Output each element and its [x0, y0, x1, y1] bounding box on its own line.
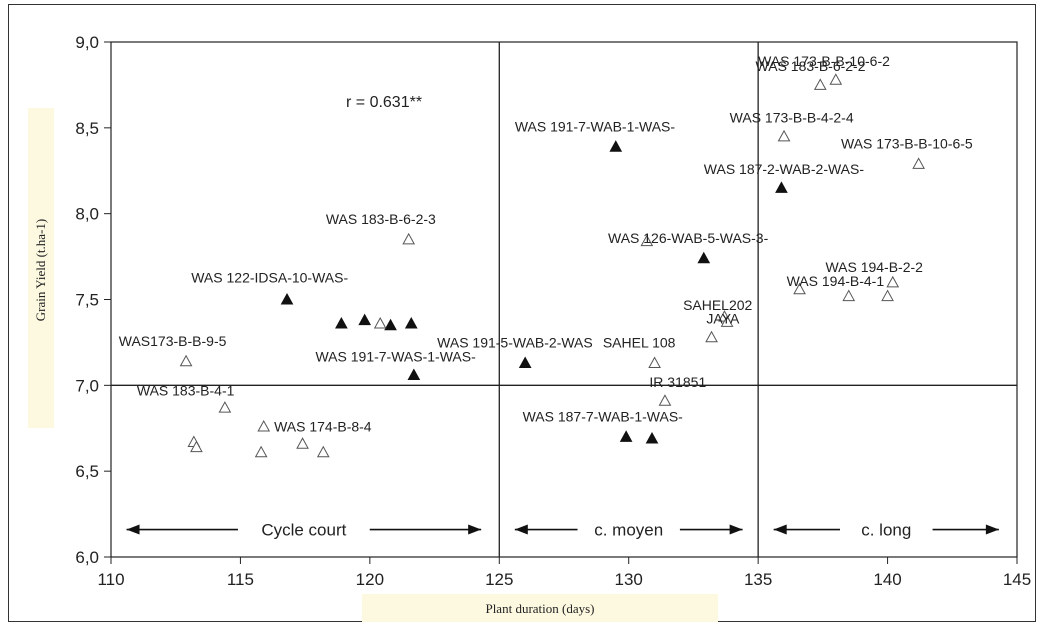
x-tick-label: 135	[744, 570, 772, 589]
period-label: Cycle court	[261, 521, 346, 540]
period-arrow-head-left	[773, 524, 787, 535]
point-label: WAS 173-B-B-4-2-4	[730, 110, 854, 126]
y-tick-label: 6,0	[75, 548, 99, 567]
open-triangle-point	[373, 316, 387, 329]
filled-triangle-point	[619, 430, 633, 442]
point-label: IR 31851	[649, 374, 706, 390]
plot-area	[110, 41, 1018, 558]
open-triangle-point	[829, 73, 843, 85]
open-triangle-point	[254, 445, 268, 458]
open-triangle-point	[316, 445, 330, 458]
period-label: c. moyen	[594, 521, 663, 540]
y-tick-label: 6,5	[75, 462, 99, 481]
period-arrow-head-left	[514, 524, 528, 535]
open-triangle-point	[793, 282, 806, 295]
point-label: WAS 183-B-4-1	[137, 383, 235, 399]
reference-lines	[111, 42, 1017, 557]
point-label: WAS173-B-B-9-5	[119, 333, 227, 349]
period-annotations: Cycle court c. moyen c. long	[126, 521, 999, 540]
y-tick-label: 9,0	[75, 33, 99, 52]
open-triangle-point	[881, 289, 894, 302]
point-label: WAS 187-7-WAB-1-WAS-	[523, 408, 684, 424]
open-triangle-point	[179, 354, 193, 367]
point-label: WAS 191-7-WAB-1-WAS-	[515, 118, 676, 134]
correlation-label: r = 0.631**	[346, 94, 422, 111]
y-axis-ticks: 6,0 6,5 7,0 7,5 8,0 8,5 9,0	[75, 33, 111, 567]
x-axis-label-background	[362, 594, 718, 622]
period-label: c. long	[861, 521, 911, 540]
open-triangle-point	[402, 232, 416, 245]
open-triangle-point	[886, 275, 900, 288]
x-tick-label: 130	[615, 570, 643, 589]
open-triangle-point	[296, 437, 309, 449]
open-triangle-point	[912, 157, 925, 169]
open-triangle-point	[842, 289, 856, 302]
point-label: WAS 194-B-2-2	[825, 259, 923, 275]
filled-triangle-point	[407, 368, 421, 381]
filled-triangle-point	[384, 318, 397, 331]
x-tick-label: 120	[356, 570, 384, 589]
open-triangle-point	[257, 419, 271, 432]
open-triangle-point	[190, 440, 203, 453]
x-tick-label: 140	[873, 570, 901, 589]
y-tick-label: 8,0	[75, 205, 99, 224]
open-triangle-point	[648, 356, 661, 369]
filled-triangle-point	[775, 181, 788, 193]
point-label: WAS 183-B-6-2-3	[326, 211, 436, 227]
period-arrow-head-right	[985, 524, 999, 535]
open-triangle-point	[705, 330, 718, 343]
filled-triangle-point	[280, 292, 294, 305]
x-tick-label: 125	[485, 570, 513, 589]
point-label: WAS 194-B-4-1	[787, 273, 885, 289]
x-axis-label: Plant duration (days)	[485, 601, 594, 616]
point-label: SAHEL 108	[603, 335, 676, 351]
point-label: WAS 174-B-8-4	[274, 419, 372, 435]
filled-triangle-point	[609, 140, 623, 152]
open-triangle-point	[640, 234, 654, 247]
open-triangle-point	[777, 129, 791, 142]
point-label: JAYA	[706, 311, 740, 327]
y-axis-label: Grain Yield (t.ha-1)	[33, 219, 48, 321]
point-label: WAS 183-B-6-2-2	[756, 58, 866, 74]
point-label: WAS 126-WAB-5-WAS-3-	[608, 230, 769, 246]
open-triangle-point	[720, 315, 734, 327]
period-arrow-head-right	[468, 524, 482, 535]
point-label: WAS 187-2-WAB-2-WAS-	[704, 161, 865, 177]
data-points	[179, 73, 925, 458]
period-arrow-head-left	[126, 524, 140, 535]
y-axis-label-background	[28, 108, 54, 428]
filled-triangle-point	[518, 356, 532, 369]
x-tick-label: 145	[1003, 570, 1031, 589]
filled-triangle-point	[697, 251, 711, 264]
filled-triangle-point	[645, 432, 659, 444]
y-tick-label: 7,0	[75, 376, 99, 395]
x-tick-label: 110	[97, 570, 124, 589]
point-label: WAS 191-5-WAB-2-WAS	[437, 335, 593, 351]
point-label: WAS 191-7-WAS-1-WAS-	[315, 348, 476, 364]
open-triangle-point	[218, 401, 232, 413]
filled-triangle-point	[335, 316, 348, 329]
x-axis-ticks: 110 115 120 125 130 135 140 145	[97, 557, 1031, 589]
point-label: SAHEL202	[683, 297, 752, 313]
x-tick-label: 115	[227, 570, 254, 589]
y-tick-label: 8,5	[75, 119, 99, 138]
period-arrow-head-right	[729, 524, 743, 535]
open-triangle-point	[658, 394, 672, 406]
filled-triangle-point	[404, 316, 418, 329]
open-triangle-point	[813, 78, 827, 90]
y-tick-label: 7,5	[75, 291, 99, 310]
point-label: WAS 173-B-B-10-6-2	[758, 53, 890, 69]
point-label: WAS 122-IDSA-10-WAS-	[191, 269, 348, 285]
filled-triangle-point	[358, 313, 372, 326]
point-label: WAS 173-B-B-10-6-5	[841, 135, 973, 151]
point-labels: WAS 122-IDSA-10-WAS- WAS 183-B-6-2-3 WAS17…	[119, 53, 973, 435]
